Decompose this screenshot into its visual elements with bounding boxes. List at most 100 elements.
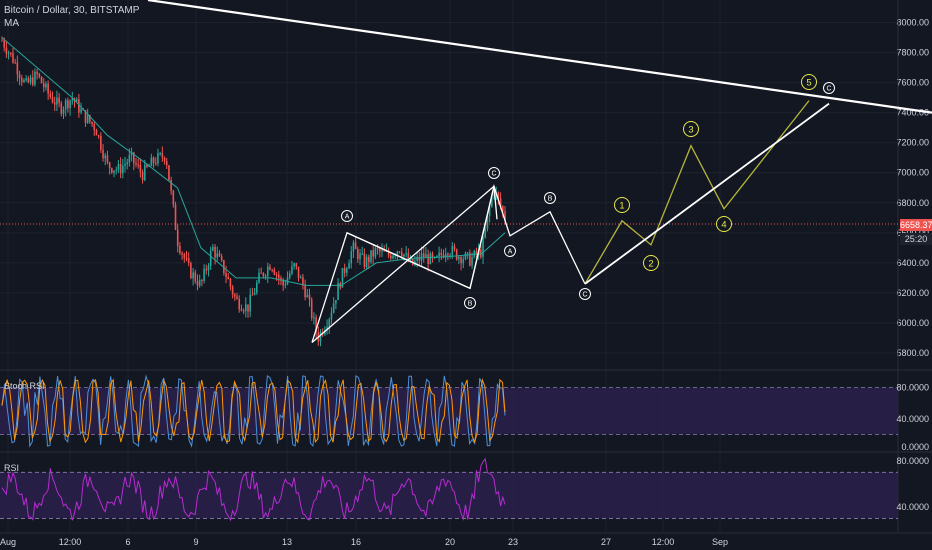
candle-body <box>416 256 418 261</box>
candle-body <box>122 165 124 174</box>
candle-body <box>280 278 282 280</box>
stoch-y-tick: 80.0000 <box>896 383 929 393</box>
wave-label-1-circle <box>614 197 630 213</box>
candle-body <box>174 204 177 230</box>
x-tick-label: 20 <box>445 537 455 547</box>
wave-connector <box>493 186 498 220</box>
candle-body <box>9 52 12 54</box>
candle-body <box>453 246 456 250</box>
rsi-y-tick: 80.0000 <box>896 456 929 466</box>
candle-body <box>332 303 335 313</box>
candle-body <box>238 298 241 310</box>
candle-body <box>185 258 188 260</box>
stoch-d-line <box>1 378 506 444</box>
wave-label-a: A <box>508 248 513 255</box>
candle-body <box>95 129 98 136</box>
candle-body <box>137 164 139 166</box>
candle-body <box>438 252 440 257</box>
candle-body <box>154 162 157 164</box>
wave-label-c: C <box>583 291 588 298</box>
candle-body <box>198 279 201 286</box>
y-tick-label: 8000.00 <box>896 18 929 28</box>
candle-body <box>422 253 425 258</box>
candle-body <box>12 53 14 63</box>
candle-body <box>486 215 489 229</box>
candle-body <box>214 246 216 258</box>
candle-body <box>132 152 135 163</box>
wave-label-a-circle <box>504 245 516 257</box>
candle-body <box>370 250 372 262</box>
wave-label-c-end-circle <box>823 82 835 94</box>
candle-body <box>106 155 109 163</box>
candle-body <box>469 252 471 266</box>
candle-body <box>172 190 175 205</box>
candle-body <box>499 198 502 207</box>
x-tick-label: 12:00 <box>59 537 82 547</box>
candle-body <box>451 246 454 256</box>
candle-body <box>179 246 181 253</box>
candle-body <box>273 269 276 275</box>
candle-body <box>429 253 432 265</box>
candle-body <box>78 99 80 113</box>
candle-body <box>319 331 322 342</box>
candle-body <box>249 294 252 312</box>
candle-body <box>260 272 262 274</box>
candle-body <box>45 83 47 88</box>
candle-body <box>89 115 91 122</box>
candle-body <box>447 253 449 256</box>
candle-body <box>242 310 245 312</box>
candle-body <box>302 277 304 286</box>
candle-body <box>455 249 458 260</box>
candle-body <box>299 277 302 279</box>
x-tick-label: Sep <box>712 537 728 547</box>
wave-label-c: C <box>492 170 497 177</box>
candle-body <box>128 155 131 163</box>
candle-body <box>383 249 385 252</box>
candle-body <box>381 249 383 252</box>
candle-body <box>141 172 144 181</box>
candle-body <box>181 252 183 255</box>
candle-body <box>418 256 421 261</box>
candle-body <box>130 152 133 156</box>
moving-average-line <box>1 37 506 286</box>
candle-body <box>49 93 52 98</box>
candle-body <box>493 194 495 196</box>
candle-body <box>497 192 500 199</box>
wave-label-2-circle <box>643 255 659 271</box>
y-tick-label: 6400.00 <box>896 258 929 268</box>
candle-body <box>427 254 429 265</box>
x-tick-label: 12:00 <box>652 537 675 547</box>
candle-body <box>209 250 212 267</box>
candle-body <box>234 294 236 297</box>
candle-body <box>135 162 137 165</box>
candle-body <box>60 103 63 114</box>
candle-body <box>475 250 478 255</box>
candle-body <box>117 164 120 170</box>
candle-body <box>471 257 473 266</box>
candle-body <box>297 266 300 279</box>
wave-label-b: B <box>548 195 553 202</box>
candle-body <box>328 319 331 327</box>
candle-body <box>480 249 482 257</box>
y-tick-label: 7000.00 <box>896 168 929 178</box>
bar-countdown-tag: 25:20 <box>900 233 932 245</box>
candle-body <box>207 266 210 271</box>
candle-body <box>387 250 390 256</box>
candle-body <box>108 162 111 169</box>
candle-body <box>71 98 74 101</box>
candle-body <box>18 74 21 79</box>
x-tick-label: Aug <box>0 537 16 547</box>
wave-label-4: 4 <box>721 219 726 229</box>
candle-body <box>378 248 381 252</box>
wave-label-c-circle <box>579 288 591 300</box>
wave-label-1: 1 <box>619 200 624 210</box>
wave-label-2: 2 <box>648 258 653 268</box>
candle-body <box>240 309 243 311</box>
candle-body <box>400 252 403 257</box>
candle-body <box>69 100 71 109</box>
candle-body <box>335 300 337 304</box>
candle-body <box>124 164 126 166</box>
candle-body <box>161 153 164 158</box>
candle-body <box>348 263 350 269</box>
